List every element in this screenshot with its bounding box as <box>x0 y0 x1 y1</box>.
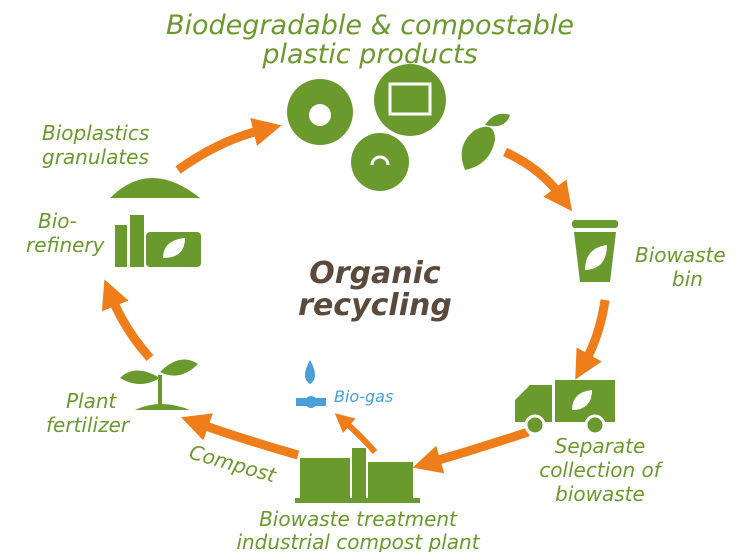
gas-tap-icon <box>296 360 326 408</box>
node-label: Plant <box>66 389 118 413</box>
node-label: fertilizer <box>46 413 131 437</box>
node-label: collection of <box>539 458 664 482</box>
bin-icon <box>572 220 618 282</box>
node-label: Biowaste <box>635 243 726 267</box>
truck-icon <box>515 380 615 434</box>
plant-icon <box>295 448 420 503</box>
node-label: industrial compost plant <box>236 530 480 552</box>
diagram: Biodegradable & compostable plastic prod… <box>0 0 745 552</box>
node-label: Bioplastics <box>42 121 149 145</box>
node-label: Bio- <box>38 209 77 233</box>
granulate-pile <box>110 178 200 198</box>
title-line: Biodegradable & compostable <box>166 10 574 41</box>
center-label: recycling <box>298 288 452 323</box>
node-label: biowaste <box>555 482 645 506</box>
refinery-icon <box>115 215 201 267</box>
node-label: refinery <box>26 233 106 257</box>
node-label: Biowaste treatment <box>259 507 458 531</box>
product-icons <box>287 64 510 191</box>
node-label: Separate <box>555 434 646 458</box>
center-label: Organic <box>309 256 441 291</box>
node-label: bin <box>672 267 703 291</box>
title-line: plastic products <box>261 39 477 70</box>
node-label: Bio-gas <box>334 387 393 406</box>
node-label: granulates <box>42 145 149 169</box>
seedling-icon <box>120 360 198 411</box>
